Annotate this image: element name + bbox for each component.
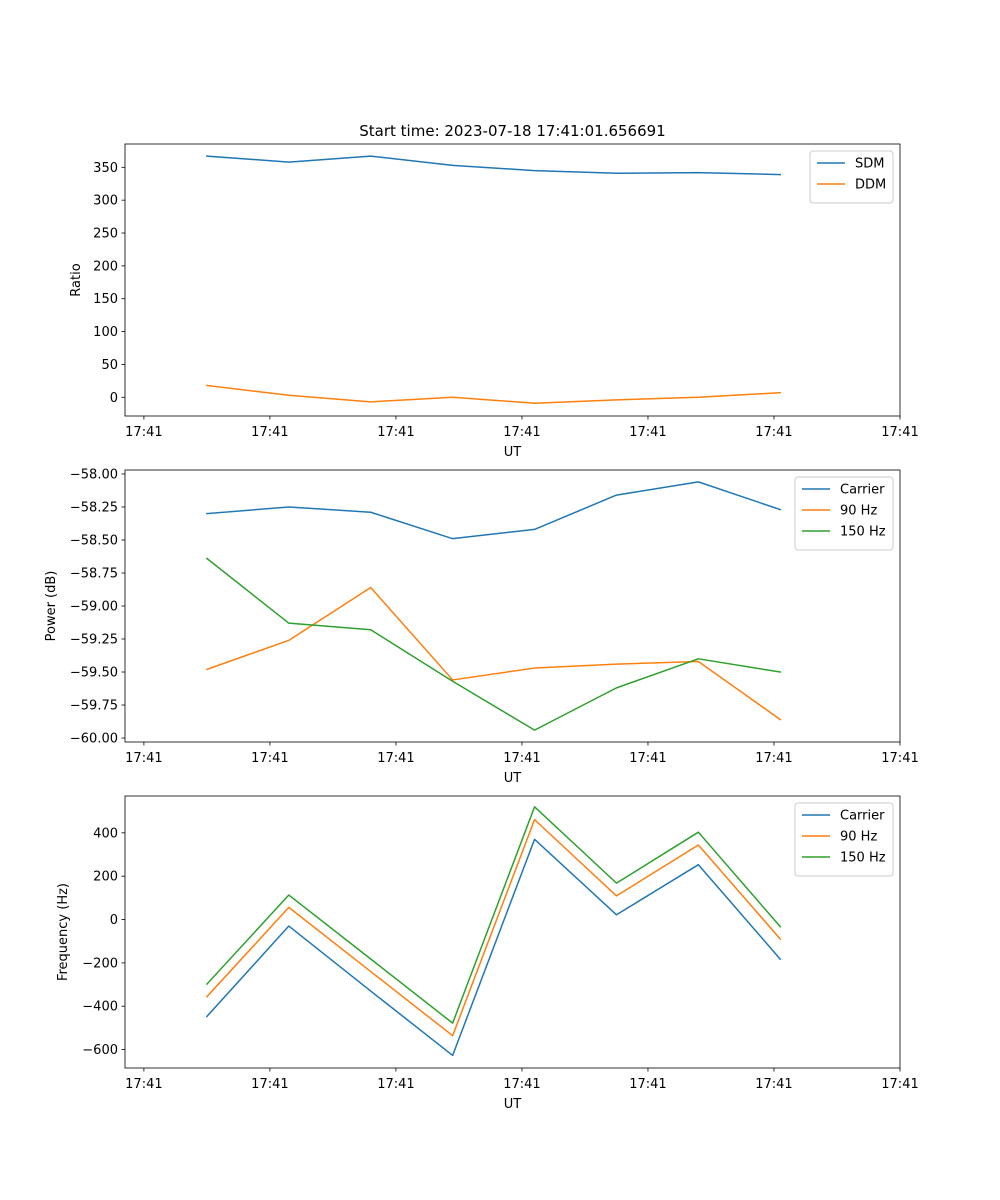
x-tick-label: 17:41 [629, 425, 666, 440]
series-group [205, 481, 782, 731]
x-tick-label: 17:41 [251, 425, 288, 440]
y-tick-label: 50 [101, 358, 118, 373]
y-tick-label: −400 [82, 1000, 118, 1015]
x-tick-label: 17:41 [755, 1077, 792, 1092]
x-tick-label: 17:41 [125, 751, 162, 766]
y-tick-label: −59.25 [70, 633, 118, 648]
x-tick-label: 17:41 [377, 1077, 414, 1092]
series-line-ddm [206, 384, 782, 404]
series-line-carrier [206, 481, 782, 540]
chart-title: Start time: 2023-07-18 17:41:01.656691 [359, 122, 665, 140]
y-tick-label: 200 [93, 259, 118, 274]
y-tick-label: −59.75 [70, 699, 118, 714]
x-axis: 17:41 17:41 17:41 17:41 17:41 17:41 17:41 [125, 742, 919, 766]
x-axis-label: UT [504, 1097, 522, 1112]
x-axis-label: UT [504, 771, 522, 786]
x-tick-label: 17:41 [125, 425, 162, 440]
series-group [205, 806, 782, 1057]
series-line-90-hz [205, 586, 782, 721]
y-tick-label: 250 [93, 227, 118, 242]
y-tick-label: −59.50 [70, 666, 118, 681]
y-axis: −60.00 −59.75 −59.50 −59.25 −59.00 −58.75 −58.… [70, 467, 125, 747]
y-tick-label: 100 [93, 325, 118, 340]
panels: 17:41 17:41 17:41 17:41 17:41 17:41 17:41 UT 0 50… [44, 143, 919, 1112]
y-tick-label: −600 [82, 1043, 118, 1058]
legend: Carrier 90 Hz 150 Hz [794, 476, 894, 551]
y-tick-label: 150 [93, 292, 118, 307]
legend-label: 150 Hz [840, 525, 886, 540]
series-line-carrier [205, 838, 782, 1057]
legend-label: Carrier [840, 809, 885, 824]
y-tick-label: 350 [93, 161, 118, 176]
y-tick-label: 400 [93, 826, 118, 841]
y-tick-label: 0 [110, 391, 118, 406]
x-tick-label: 17:41 [503, 1077, 540, 1092]
x-tick-label: 17:41 [503, 425, 540, 440]
legend: Carrier 90 Hz 150 Hz [794, 802, 894, 877]
y-tick-label: −58.75 [70, 566, 118, 581]
axes-frame [124, 143, 901, 417]
axes-frame [124, 795, 901, 1069]
panel-2: 17:41 17:41 17:41 17:41 17:41 17:41 17:41 UT −60… [44, 467, 919, 786]
y-axis-label: Frequency (Hz) [56, 883, 71, 981]
x-axis-label: UT [504, 445, 522, 460]
x-tick-label: 17:41 [125, 1077, 162, 1092]
x-tick-label: 17:41 [251, 1077, 288, 1092]
y-tick-label: −200 [82, 956, 118, 971]
y-tick-label: 300 [93, 194, 118, 209]
x-tick-label: 17:41 [881, 425, 918, 440]
y-tick-label: 200 [93, 870, 118, 885]
panel-1: 17:41 17:41 17:41 17:41 17:41 17:41 17:41 UT 0 50… [69, 143, 919, 460]
series-line-150-hz [205, 557, 782, 731]
y-axis: 0 50 100 150 200 250 300 350 [93, 161, 125, 406]
y-tick-label: −60.00 [70, 732, 118, 747]
y-tick-label: −59.00 [70, 600, 118, 615]
x-tick-label: 17:41 [377, 425, 414, 440]
y-tick-label: −58.50 [70, 533, 118, 548]
x-tick-label: 17:41 [377, 751, 414, 766]
x-tick-label: 17:41 [755, 425, 792, 440]
series-line-sdm [206, 155, 782, 176]
x-axis: 17:41 17:41 17:41 17:41 17:41 17:41 17:41 [125, 1068, 919, 1092]
legend-label: 150 Hz [840, 851, 886, 866]
x-tick-label: 17:41 [881, 751, 918, 766]
y-tick-label: −58.00 [70, 467, 118, 482]
x-tick-label: 17:41 [755, 751, 792, 766]
y-axis: −600 −400 −200 0 200 400 [82, 826, 125, 1058]
y-axis-label: Ratio [69, 263, 84, 296]
y-axis-label: Power (dB) [44, 571, 59, 642]
legend-label: DDM [855, 178, 886, 193]
series-line-90-hz [205, 818, 782, 1037]
x-tick-label: 17:41 [629, 1077, 666, 1092]
x-tick-label: 17:41 [503, 751, 540, 766]
legend-box [809, 150, 894, 204]
series-group [206, 155, 782, 404]
legend-label: Carrier [840, 483, 885, 498]
legend-label: 90 Hz [840, 830, 877, 845]
x-tick-label: 17:41 [881, 1077, 918, 1092]
legend: SDM DDM [809, 150, 894, 204]
y-tick-label: 0 [110, 913, 118, 928]
panel-3: 17:41 17:41 17:41 17:41 17:41 17:41 17:41 UT −60… [56, 795, 919, 1112]
legend-label: 90 Hz [840, 504, 877, 519]
x-tick-label: 17:41 [251, 751, 288, 766]
y-tick-label: −58.25 [70, 500, 118, 515]
series-line-150-hz [205, 806, 782, 1024]
x-axis: 17:41 17:41 17:41 17:41 17:41 17:41 17:41 [125, 416, 919, 440]
legend-label: SDM [855, 157, 884, 172]
x-tick-label: 17:41 [629, 751, 666, 766]
